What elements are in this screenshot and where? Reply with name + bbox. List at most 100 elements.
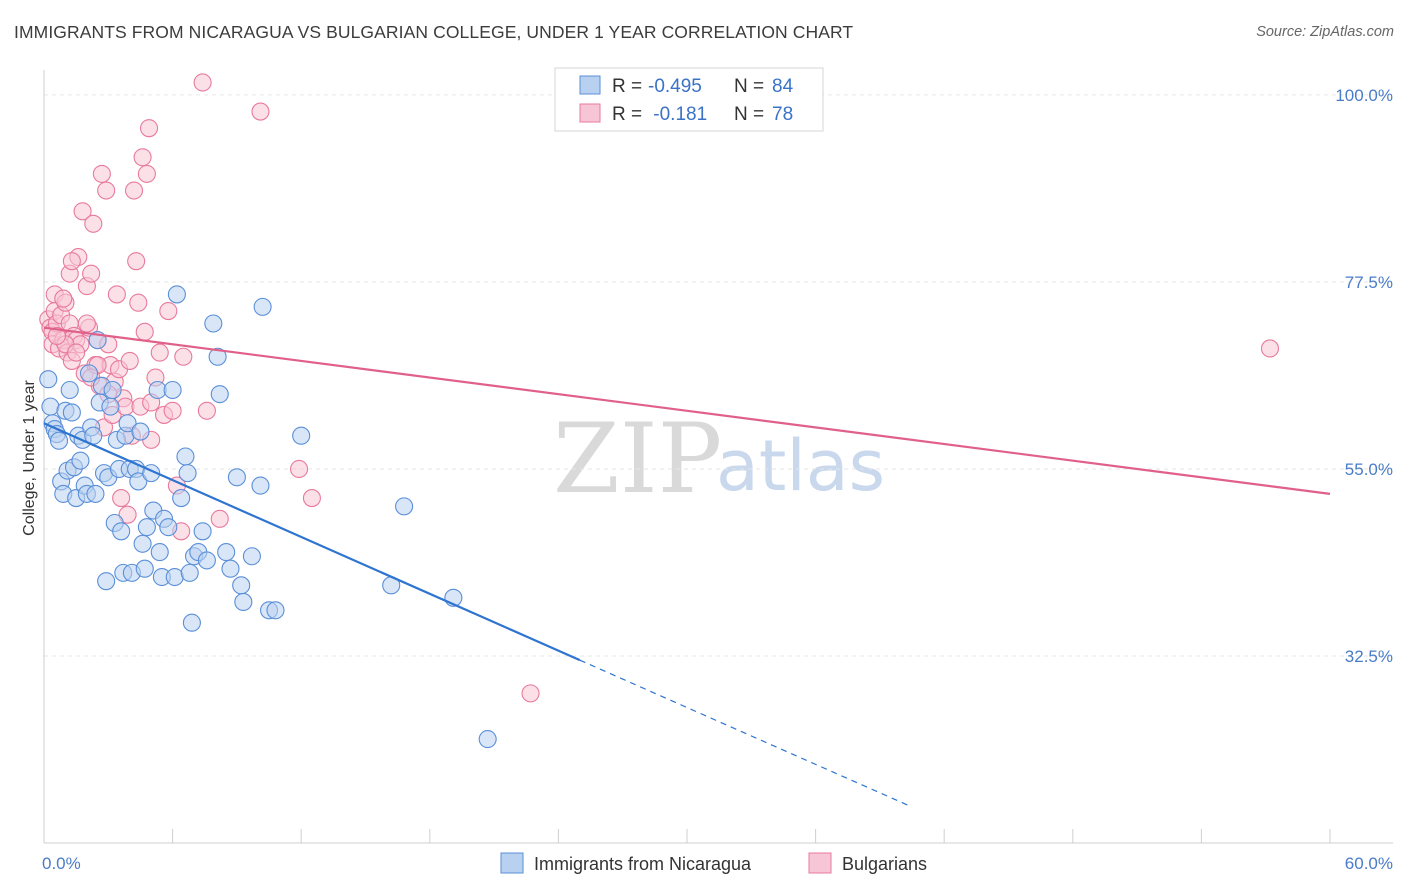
legend-n-label-1: N = (734, 76, 764, 97)
bottom-legend-label-nicaragua: Immigrants from Nicaragua (534, 854, 752, 874)
nicaragua-point (182, 613, 201, 632)
y-axis-label: College, Under 1 year (21, 380, 38, 536)
nicaragua-point (165, 567, 184, 587)
nicaragua-point (163, 380, 182, 400)
nicaragua-point (133, 534, 152, 553)
legend-n-label-2: N = (734, 104, 764, 125)
nicaragua-point (49, 431, 69, 450)
x-tick-label-max: 60.0% (1345, 854, 1393, 873)
nicaragua-point (292, 426, 311, 445)
nicaragua-points (39, 285, 497, 749)
bulgarians-point (302, 489, 321, 508)
bulgarians-point (127, 252, 146, 271)
nicaragua-point (41, 397, 60, 416)
bulgarians-point (139, 119, 159, 138)
nicaragua-point (39, 370, 58, 389)
nicaragua-point (150, 543, 169, 562)
bulgarians-point (197, 401, 216, 420)
y-tick-label: 100.0% (1335, 86, 1393, 105)
legend-swatch-blue (579, 75, 601, 95)
nicaragua-point (197, 551, 216, 570)
nicaragua-point (148, 380, 167, 400)
bulgarians-point (118, 505, 137, 524)
bulgarians-point (163, 401, 182, 420)
bulgarians-point (129, 293, 148, 312)
watermark-atlas: atlas (716, 425, 885, 507)
nicaragua-point (232, 576, 251, 595)
nicaragua-point (180, 563, 199, 582)
bulgarians-point (150, 343, 169, 362)
bulgarians-point (67, 343, 86, 362)
bottom-legend-swatch-blue (500, 852, 524, 874)
nicaragua-point (227, 468, 246, 487)
bulgarians-point (133, 148, 152, 167)
legend-r-value-1: -0.495 (648, 76, 702, 97)
legend: R = -0.495 N = 84 R = -0.181 N = 78 (554, 67, 824, 132)
nicaragua-point (118, 414, 137, 433)
nicaragua-point (234, 592, 253, 612)
nicaragua-point (395, 497, 414, 516)
bulgarians-point (82, 264, 101, 283)
legend-r-value-2: -0.181 (648, 104, 707, 125)
bulgarians-point (112, 489, 131, 508)
nicaragua-point (62, 403, 81, 422)
bottom-legend: Immigrants from Nicaragua Bulgarians (500, 852, 927, 874)
bulgarians-point (159, 301, 178, 321)
bulgarians-point (107, 285, 126, 304)
trend-lines (43, 326, 1331, 806)
bulgarians-point (92, 164, 111, 183)
x-tick-label-min: 0.0% (42, 854, 81, 873)
bulgarians-point (116, 397, 135, 416)
nicaragua-point (79, 364, 99, 383)
nicaragua-point (60, 380, 79, 400)
legend-n-value-2: 78 (772, 104, 793, 125)
nicaragua-point (167, 285, 186, 304)
bulgarians-point (84, 214, 103, 233)
axes (43, 70, 1393, 844)
nicaragua-point (135, 559, 154, 578)
bulgarians-point (47, 326, 66, 346)
source-label: Source: ZipAtlas.com (1256, 24, 1394, 40)
nicaragua-point (112, 522, 131, 541)
legend-n-value-1: 84 (772, 76, 794, 97)
nicaragua-point (266, 601, 285, 620)
watermark-zip: ZIP (553, 403, 722, 515)
nicaragua-point (478, 730, 497, 749)
nicaragua-point (253, 297, 272, 316)
nicaragua-point (176, 447, 195, 466)
nicaragua-point (71, 451, 90, 470)
gridlines (44, 94, 1393, 657)
bottom-legend-swatch-pink (808, 852, 832, 874)
bulgarians-point (137, 164, 156, 183)
y-tick-label: 32.5% (1345, 647, 1393, 666)
legend-r-label-2: R = (612, 104, 642, 125)
bottom-legend-label-bulgarians: Bulgarians (842, 854, 927, 874)
legend-r-label-1: R = (612, 76, 642, 97)
nicaragua-point (131, 422, 150, 441)
nicaragua-point (193, 522, 212, 541)
bulgarians-point (124, 181, 144, 200)
chart-title: IMMIGRANTS FROM NICARAGUA VS BULGARIAN C… (14, 22, 854, 42)
nicaragua-point (251, 476, 270, 495)
nicaragua-point (217, 543, 236, 562)
nicaragua-point (242, 547, 261, 566)
bulgarians-point (62, 252, 81, 271)
bulgarians-point (210, 509, 229, 528)
bulgarians-point (120, 351, 139, 370)
nicaragua-point (103, 380, 122, 400)
nicaragua-point (137, 518, 156, 537)
nicaragua-point (101, 397, 120, 416)
nicaragua-point (208, 347, 227, 366)
bulgarians-point (135, 322, 154, 341)
bulgarians-point (290, 459, 309, 479)
bulgarians-point (54, 289, 73, 308)
nicaragua-trend-line (43, 422, 581, 662)
y-tick-label: 77.5% (1345, 273, 1393, 292)
bulgarians-point (251, 102, 270, 121)
y-tick-label: 55.0% (1345, 460, 1393, 479)
bulgarians-point (73, 202, 92, 221)
y-axis-tick-labels: 32.5% 55.0% 77.5% 100.0% (1335, 86, 1393, 666)
bulgarians-point (1260, 339, 1280, 358)
nicaragua-point (97, 572, 116, 591)
